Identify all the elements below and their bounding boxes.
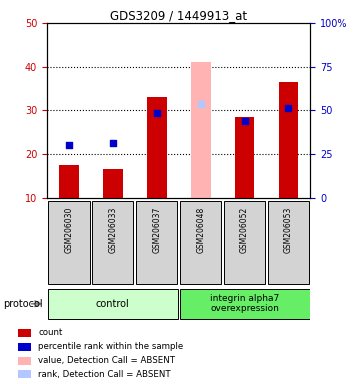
Bar xyxy=(224,202,265,284)
Bar xyxy=(48,288,178,319)
Bar xyxy=(18,370,31,379)
Bar xyxy=(268,202,309,284)
Point xyxy=(154,109,160,116)
Bar xyxy=(92,202,134,284)
Bar xyxy=(147,97,167,198)
Text: rank, Detection Call = ABSENT: rank, Detection Call = ABSENT xyxy=(38,370,171,379)
Bar xyxy=(179,288,310,319)
Bar xyxy=(235,117,255,198)
Point xyxy=(286,105,291,111)
Bar xyxy=(191,62,210,198)
Point xyxy=(66,142,72,149)
Bar xyxy=(48,202,90,284)
Text: integrin alpha7
overexpression: integrin alpha7 overexpression xyxy=(210,294,279,313)
Bar xyxy=(180,202,221,284)
Text: GSM206053: GSM206053 xyxy=(284,207,293,253)
Text: GSM206033: GSM206033 xyxy=(108,207,117,253)
Bar xyxy=(18,343,31,351)
Point xyxy=(242,118,248,124)
Bar xyxy=(136,202,177,284)
Point xyxy=(198,101,204,107)
Text: GSM206052: GSM206052 xyxy=(240,207,249,253)
Bar xyxy=(59,165,79,198)
Bar xyxy=(18,356,31,365)
Bar xyxy=(18,329,31,337)
Text: protocol: protocol xyxy=(4,299,43,309)
Text: value, Detection Call = ABSENT: value, Detection Call = ABSENT xyxy=(38,356,175,365)
Title: GDS3209 / 1449913_at: GDS3209 / 1449913_at xyxy=(110,9,247,22)
Point xyxy=(110,140,116,146)
Text: GSM206037: GSM206037 xyxy=(152,207,161,253)
Text: percentile rank within the sample: percentile rank within the sample xyxy=(38,342,183,351)
Bar xyxy=(279,82,299,198)
Text: control: control xyxy=(96,299,130,309)
Text: GSM206048: GSM206048 xyxy=(196,207,205,253)
Text: count: count xyxy=(38,328,62,338)
Text: GSM206030: GSM206030 xyxy=(64,207,73,253)
Bar xyxy=(103,169,123,198)
